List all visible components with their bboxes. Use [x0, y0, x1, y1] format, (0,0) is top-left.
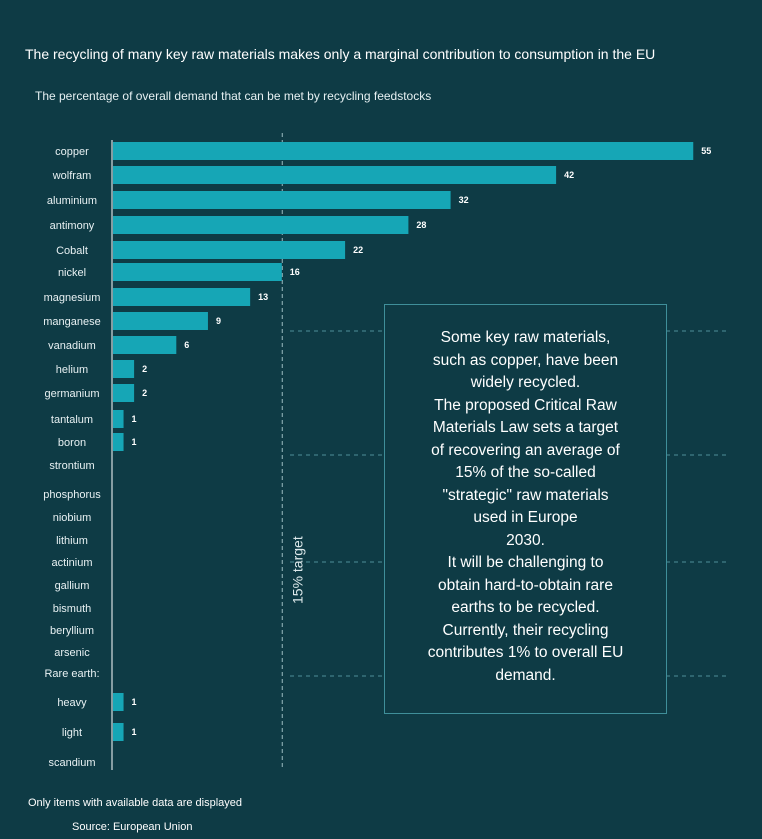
value-label: 2 — [142, 364, 147, 374]
value-label: 16 — [290, 267, 300, 277]
target-label: 15% target — [289, 536, 305, 604]
annotation-line: of recovering an average of — [431, 441, 620, 459]
bar — [113, 263, 282, 281]
value-label: 1 — [132, 437, 137, 447]
category-label: beryllium — [50, 625, 94, 637]
category-label: scandium — [48, 757, 95, 769]
bar — [113, 241, 346, 259]
bar — [113, 336, 177, 354]
category-label: gallium — [55, 580, 90, 592]
category-label: copper — [55, 146, 89, 158]
category-label: boron — [58, 437, 86, 449]
bars-group — [113, 142, 694, 741]
chart-subtitle: The percentage of overall demand that ca… — [35, 89, 432, 103]
bar — [113, 166, 557, 184]
category-labels: copper wolfram aluminium antimony Cobalt nick… — [43, 146, 101, 769]
annotation-line: Currently, their recycling — [442, 621, 609, 639]
annotation-line: earths to be recycled. — [451, 599, 600, 616]
value-label: 1 — [132, 697, 137, 707]
annotation-line: 15% of the so-called — [455, 464, 596, 481]
category-label: lithium — [56, 535, 88, 547]
category-label: Rare earth: — [44, 668, 99, 680]
category-label: phosphorus — [43, 489, 101, 501]
category-label: aluminium — [47, 195, 97, 207]
category-label: Cobalt — [56, 245, 88, 257]
bar — [113, 693, 124, 711]
category-label: bismuth — [53, 603, 92, 615]
category-label: nickel — [58, 267, 86, 279]
value-label: 55 — [701, 146, 711, 156]
category-label: light — [62, 727, 82, 739]
bar — [113, 191, 451, 209]
bar — [113, 312, 208, 330]
value-label: 9 — [216, 316, 221, 326]
annotation-line: Some key raw materials, — [440, 329, 611, 346]
category-label: arsenic — [54, 647, 90, 659]
value-label: 1 — [132, 414, 137, 424]
annotation-box: Some key raw materials, such as copper, h… — [384, 304, 667, 714]
value-label: 42 — [564, 170, 574, 180]
category-label: actinium — [52, 557, 93, 569]
bar — [113, 142, 694, 160]
category-label: niobium — [53, 512, 92, 524]
annotation-line: obtain hard-to-obtain rare — [438, 576, 613, 594]
category-label: magnesium — [44, 292, 101, 304]
annotation-line: The proposed Critical Raw — [434, 396, 617, 414]
bar — [113, 410, 124, 428]
value-label: 32 — [459, 195, 469, 205]
bar — [113, 433, 124, 451]
annotation-line: contributes 1% to overall EU — [427, 644, 624, 661]
category-label: manganese — [43, 316, 101, 328]
source-note: Source: European Union — [72, 821, 193, 833]
annotation-line: used in Europe — [473, 509, 578, 526]
annotation-text: Some key raw materials, such as copper, h… — [399, 327, 652, 687]
category-label: tantalum — [51, 414, 93, 426]
annotation-line: widely recycled. — [470, 374, 581, 391]
bar — [113, 288, 251, 306]
bar — [113, 216, 409, 234]
annotation-line: Materials Law sets a target — [432, 419, 619, 436]
value-label: 22 — [353, 245, 363, 255]
category-label: helium — [56, 364, 88, 376]
chart-title: The recycling of many key raw materials … — [25, 46, 656, 62]
annotation-line: demand. — [495, 666, 556, 684]
annotation-line: such as copper, have been — [432, 351, 619, 369]
footnote: Only items with available data are displ… — [28, 797, 243, 809]
value-label: 28 — [416, 220, 426, 230]
value-label: 2 — [142, 388, 147, 398]
value-label: 1 — [132, 727, 137, 737]
annotation-line: It will be challenging to — [447, 554, 604, 571]
category-label: vanadium — [48, 340, 96, 352]
category-label: wolfram — [52, 170, 92, 182]
category-label: heavy — [57, 697, 87, 709]
bar — [113, 723, 124, 741]
category-label: strontium — [49, 460, 94, 472]
annotation-line: 2030. — [506, 531, 545, 549]
annotation-line: "strategic" raw materials — [442, 486, 609, 504]
bar — [113, 384, 135, 402]
category-label: antimony — [50, 220, 95, 232]
value-label: 13 — [258, 292, 268, 302]
bar — [113, 360, 135, 378]
category-label: germanium — [44, 388, 99, 400]
value-label: 6 — [184, 340, 189, 350]
